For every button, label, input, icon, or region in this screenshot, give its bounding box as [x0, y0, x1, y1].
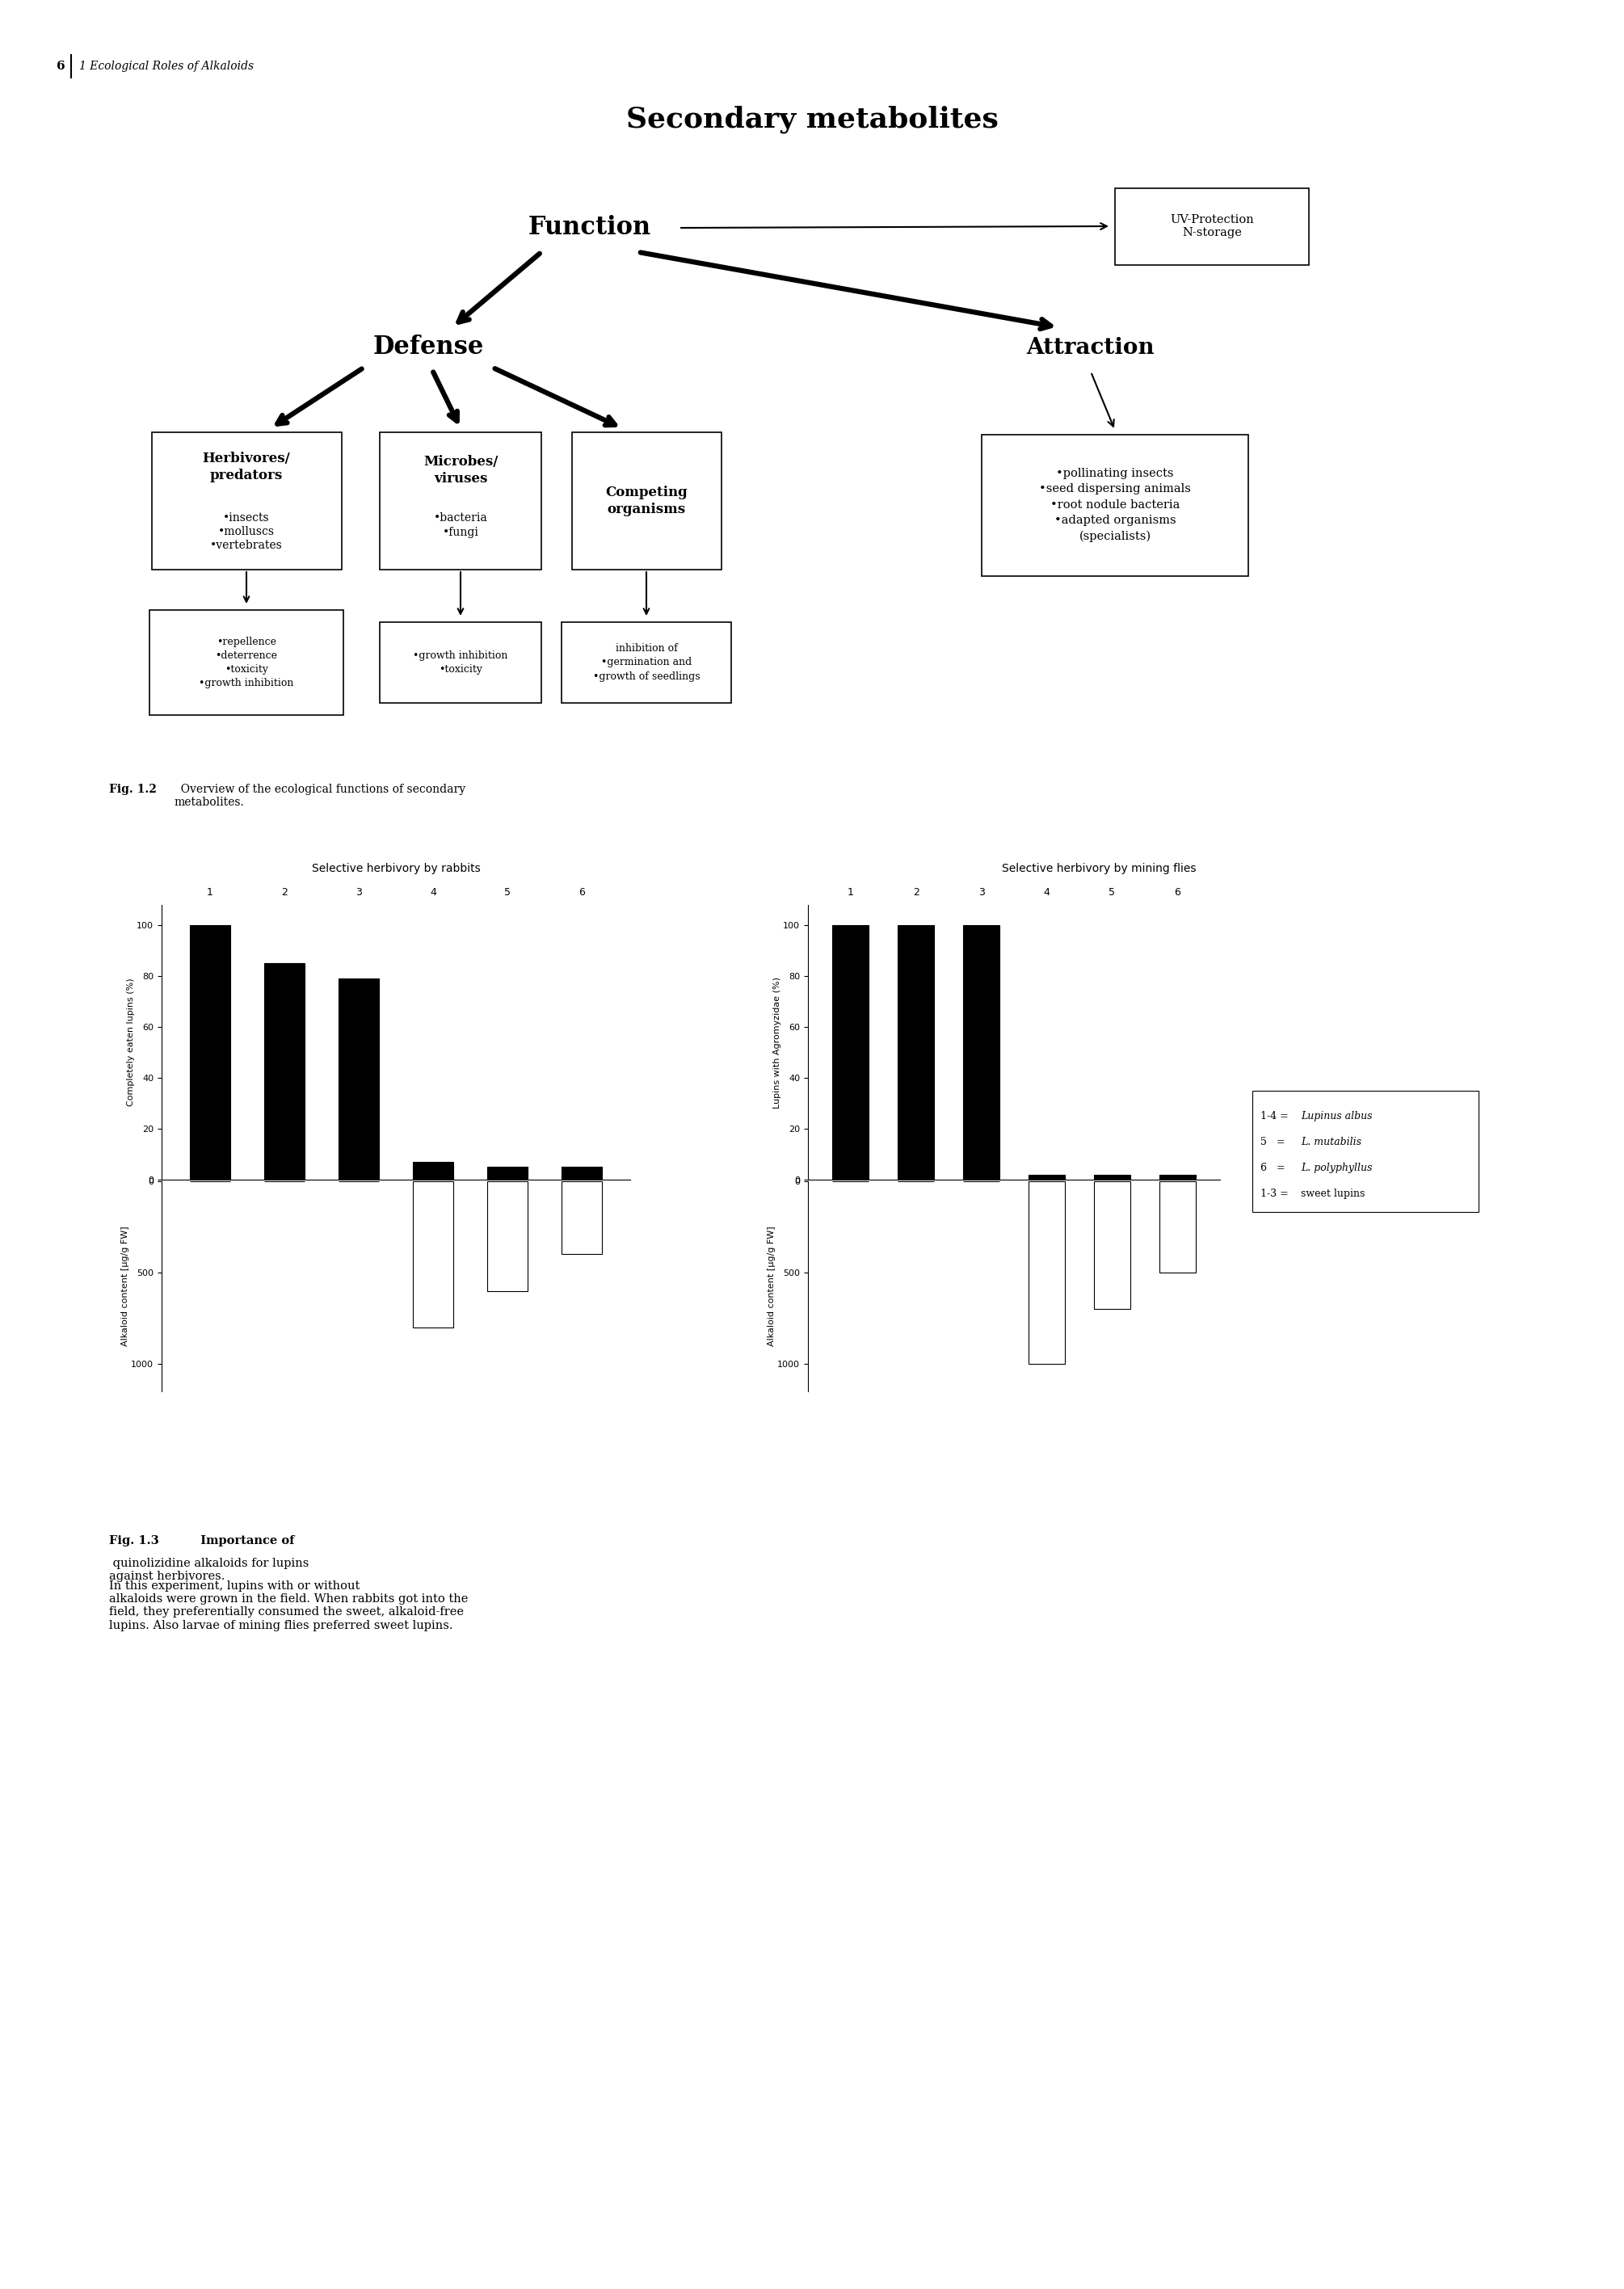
Bar: [263, 964, 305, 1179]
Bar: [1095, 1181, 1130, 1309]
Text: Fig. 1.3: Fig. 1.3: [109, 1536, 159, 1547]
Bar: [562, 623, 731, 703]
Bar: [1028, 1174, 1065, 1179]
Bar: [338, 980, 378, 1179]
Bar: [963, 925, 999, 1179]
Text: Function: Function: [528, 215, 651, 240]
Text: 4: 4: [430, 886, 437, 897]
Y-axis label: Alkaloid content [µg/g FW]: Alkaloid content [µg/g FW]: [767, 1227, 775, 1346]
Text: 2: 2: [913, 886, 919, 897]
Text: quinolizidine alkaloids for lupins
against herbivores.: quinolizidine alkaloids for lupins again…: [109, 1559, 309, 1582]
Bar: [572, 433, 721, 570]
Text: 3: 3: [978, 886, 984, 897]
Text: sweet lupins: sweet lupins: [1301, 1188, 1364, 1199]
Text: UV-Protection
N-storage: UV-Protection N-storage: [1169, 215, 1254, 238]
Text: •pollinating insects
•seed dispersing animals
•root nodule bacteria
•adapted org: •pollinating insects •seed dispersing an…: [1039, 467, 1190, 542]
Text: L. polyphyllus: L. polyphyllus: [1301, 1163, 1372, 1174]
Text: In this experiment, lupins with or without
alkaloids were grown in the field. Wh: In this experiment, lupins with or witho…: [109, 1579, 468, 1632]
Y-axis label: Completely eaten lupins (%): Completely eaten lupins (%): [127, 977, 135, 1106]
Bar: [380, 433, 541, 570]
Bar: [1028, 1181, 1065, 1364]
Text: •bacteria
•fungi: •bacteria •fungi: [434, 513, 487, 538]
Bar: [1160, 1174, 1195, 1179]
Text: 6: 6: [1174, 886, 1181, 897]
Bar: [412, 1181, 453, 1328]
Text: Defense: Defense: [374, 334, 484, 359]
Text: 4: 4: [1044, 886, 1049, 897]
Text: Selective herbivory by rabbits: Selective herbivory by rabbits: [312, 863, 481, 874]
Text: Lupinus albus: Lupinus albus: [1301, 1110, 1372, 1122]
Text: 2: 2: [281, 886, 287, 897]
Text: 6   =: 6 =: [1260, 1163, 1288, 1174]
Bar: [190, 925, 231, 1179]
Text: 1 Ecological Roles of Alkaloids: 1 Ecological Roles of Alkaloids: [80, 60, 253, 71]
Text: Secondary metabolites: Secondary metabolites: [625, 105, 999, 133]
Text: Overview of the ecological functions of secondary
metabolites.: Overview of the ecological functions of …: [174, 783, 466, 808]
Bar: [487, 1167, 528, 1179]
Text: Fig. 1.2: Fig. 1.2: [109, 783, 156, 794]
Y-axis label: Lupins with Agromyzidae (%): Lupins with Agromyzidae (%): [773, 977, 781, 1108]
Text: 5: 5: [1109, 886, 1116, 897]
Bar: [898, 925, 934, 1179]
Bar: [1252, 1092, 1478, 1211]
Bar: [981, 435, 1249, 577]
Text: 5   =: 5 =: [1260, 1138, 1288, 1147]
Text: inhibition of
•germination and
•growth of seedlings: inhibition of •germination and •growth o…: [593, 643, 700, 682]
Bar: [562, 1181, 603, 1254]
Bar: [562, 1167, 603, 1179]
Bar: [833, 925, 869, 1179]
Text: •insects
•molluscs
•vertebrates: •insects •molluscs •vertebrates: [209, 513, 283, 552]
Bar: [412, 1163, 453, 1179]
Text: 1: 1: [848, 886, 854, 897]
Text: •repellence
•deterrence
•toxicity
•growth inhibition: •repellence •deterrence •toxicity •growt…: [200, 636, 294, 689]
Text: Attraction: Attraction: [1026, 336, 1155, 359]
Text: Microbes/
viruses: Microbes/ viruses: [424, 456, 499, 485]
Text: L. mutabilis: L. mutabilis: [1301, 1138, 1361, 1147]
Bar: [151, 433, 341, 570]
Bar: [1116, 188, 1309, 266]
Text: 3: 3: [356, 886, 362, 897]
Bar: [380, 623, 541, 703]
Text: Competing
organisms: Competing organisms: [606, 485, 687, 517]
Text: 1-3 =: 1-3 =: [1260, 1188, 1291, 1199]
Bar: [149, 611, 343, 714]
Text: 5: 5: [503, 886, 510, 897]
Bar: [487, 1181, 528, 1291]
Text: Importance of: Importance of: [192, 1536, 294, 1547]
Text: Herbivores/
predators: Herbivores/ predators: [203, 451, 291, 483]
Bar: [1160, 1181, 1195, 1273]
Text: 6: 6: [578, 886, 585, 897]
Text: 6: 6: [57, 60, 65, 71]
Text: 1: 1: [206, 886, 213, 897]
Y-axis label: Alkaloid content [µg/g FW]: Alkaloid content [µg/g FW]: [120, 1227, 128, 1346]
Text: 1-4 =: 1-4 =: [1260, 1110, 1291, 1122]
Text: Selective herbivory by mining flies: Selective herbivory by mining flies: [1002, 863, 1195, 874]
Text: •growth inhibition
•toxicity: •growth inhibition •toxicity: [412, 650, 508, 675]
Bar: [1095, 1174, 1130, 1179]
